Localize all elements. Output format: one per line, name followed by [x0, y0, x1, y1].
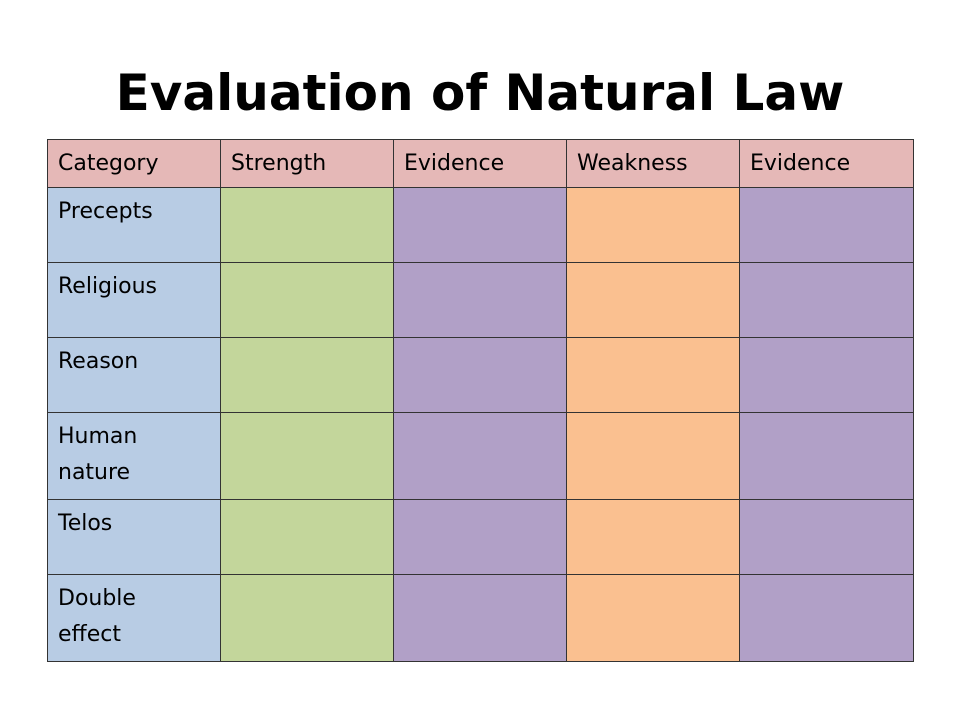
header-strength: Strength: [220, 139, 394, 188]
weakness-cell[interactable]: [566, 412, 740, 500]
slide-title: Evaluation of Natural Law: [115, 64, 845, 122]
category-cell: Human nature: [47, 412, 221, 500]
weakness-cell[interactable]: [566, 499, 740, 575]
table-header-row: Category Strength Evidence Weakness Evid…: [47, 139, 914, 188]
category-cell: Telos: [47, 499, 221, 575]
category-label-line-1: Double: [58, 586, 136, 611]
evidence-cell[interactable]: [739, 412, 914, 500]
category-label: Religious: [58, 274, 157, 299]
header-evidence-2: Evidence: [739, 139, 914, 188]
category-cell: Reason: [47, 337, 221, 413]
category-cell: Religious: [47, 262, 221, 338]
category-label: Precepts: [58, 199, 153, 224]
header-category: Category: [47, 139, 221, 188]
evidence-cell[interactable]: [739, 262, 914, 338]
strength-cell[interactable]: [220, 262, 394, 338]
evaluation-table: Category Strength Evidence Weakness Evid…: [47, 139, 914, 662]
evidence-cell[interactable]: [739, 337, 914, 413]
header-evidence: Evidence: [393, 139, 567, 188]
strength-cell[interactable]: [220, 412, 394, 500]
table-row: Human nature: [47, 412, 914, 500]
strength-cell[interactable]: [220, 499, 394, 575]
evidence-cell[interactable]: [393, 337, 567, 413]
table-row: Telos: [47, 499, 914, 575]
strength-cell[interactable]: [220, 337, 394, 413]
evidence-cell[interactable]: [393, 187, 567, 263]
weakness-cell[interactable]: [566, 574, 740, 662]
evidence-cell[interactable]: [393, 574, 567, 662]
category-label-line-1: Human: [58, 424, 138, 449]
weakness-cell[interactable]: [566, 262, 740, 338]
evidence-cell[interactable]: [393, 412, 567, 500]
table-row: Reason: [47, 337, 914, 413]
category-label-line-2: effect: [58, 622, 121, 647]
category-cell: Double effect: [47, 574, 221, 662]
category-label: Telos: [58, 511, 113, 536]
evidence-cell[interactable]: [739, 499, 914, 575]
category-label-line-2: nature: [58, 460, 131, 485]
strength-cell[interactable]: [220, 574, 394, 662]
header-weakness: Weakness: [566, 139, 740, 188]
table-row: Double effect: [47, 574, 914, 662]
evidence-cell[interactable]: [393, 499, 567, 575]
weakness-cell[interactable]: [566, 337, 740, 413]
table-row: Precepts: [47, 187, 914, 263]
evidence-cell[interactable]: [393, 262, 567, 338]
strength-cell[interactable]: [220, 187, 394, 263]
weakness-cell[interactable]: [566, 187, 740, 263]
table-row: Religious: [47, 262, 914, 338]
category-label: Reason: [58, 349, 139, 374]
category-cell: Precepts: [47, 187, 221, 263]
evidence-cell[interactable]: [739, 187, 914, 263]
evidence-cell[interactable]: [739, 574, 914, 662]
